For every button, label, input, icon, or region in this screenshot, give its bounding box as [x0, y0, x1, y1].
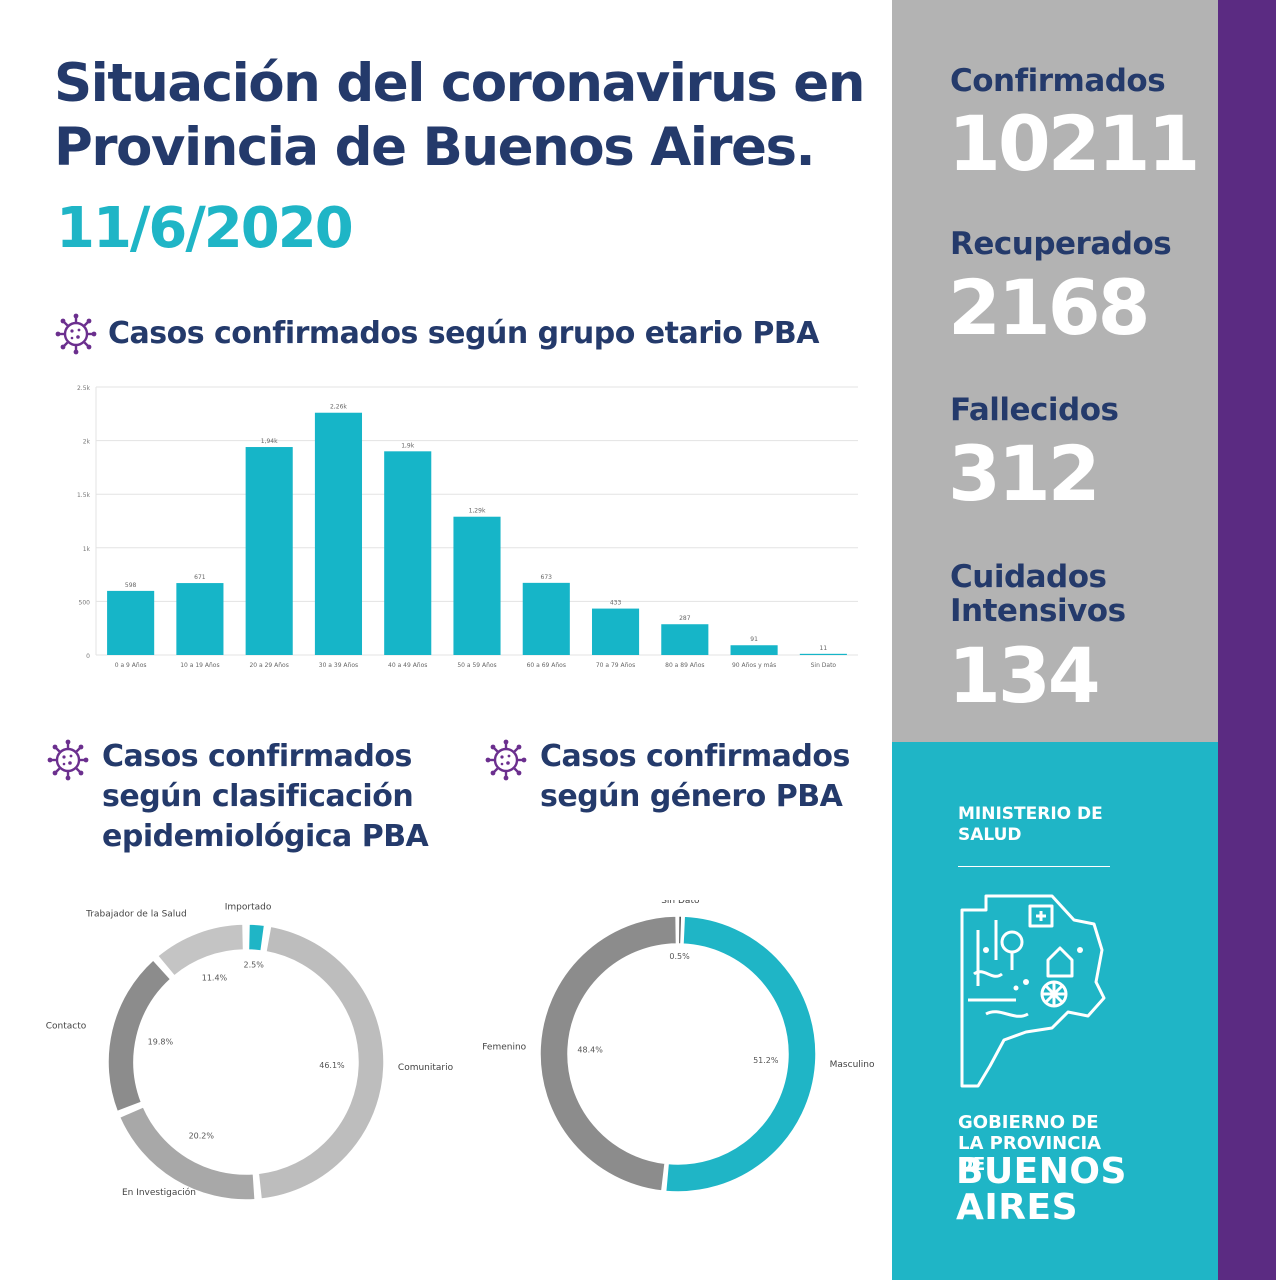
bar-value-label: 2,26k [330, 404, 347, 411]
bar-value-label: 11 [820, 645, 828, 652]
bar [591, 608, 640, 655]
slice-percent-label: 46.1% [319, 1061, 345, 1070]
y-tick-label: 500 [79, 599, 91, 606]
x-tick-label: 70 a 79 Años [596, 662, 635, 669]
ministry-label: MINISTERIO DE SALUD [958, 804, 1103, 845]
bar [453, 516, 501, 655]
donut-slice [118, 1106, 256, 1201]
x-tick-label: 80 a 89 Años [665, 662, 704, 669]
y-tick-label: 2k [83, 439, 91, 446]
province-name: BUENOS AIRES [956, 1151, 1127, 1228]
slice-category-label: Importado [225, 902, 272, 912]
age-bar-chart: 0 500 1k 1.5k 2k 2.5k 598 0 a 9 Años 671 10 a 19… [77, 385, 858, 669]
virus-icon [47, 739, 89, 781]
brand-divider [958, 866, 1110, 867]
icu-label: Cuidados Intensivos [950, 559, 1126, 629]
bar [384, 451, 432, 655]
donut-slice [257, 925, 385, 1200]
slice-percent-label: 48.4% [577, 1045, 603, 1054]
donut-slice [677, 915, 683, 945]
bar [314, 412, 363, 655]
slice-percent-label: 2.5% [244, 960, 265, 969]
age-chart-title: Casos confirmados según grupo etario PBA [108, 316, 819, 351]
gender-donut-chart: 0.5% Sin Dato 51.2% Masculino 48.4% Femenino [482, 900, 875, 1193]
government-brand-panel: MINISTERIO DE SALUD GOBIERNO DE LA PROVI… [892, 742, 1218, 1280]
x-tick-label: 50 a 59 Años [457, 662, 496, 669]
bar [176, 583, 224, 655]
bar [107, 590, 155, 655]
slice-category-label: Trabajador de la Salud [85, 910, 187, 920]
classification-donut-chart: 2.5% Importado 46.1% Comunitario 20.2% En Inv… [46, 902, 454, 1201]
confirmed-label: Confirmados [950, 63, 1166, 99]
slice-category-label: Sin Dato [661, 900, 700, 906]
bar-value-label: 598 [125, 582, 137, 589]
slice-percent-label: 51.2% [753, 1056, 779, 1065]
bar-value-label: 673 [541, 574, 553, 581]
classification-chart-title: Casos confirmados según clasificación ep… [102, 739, 429, 854]
slice-percent-label: 0.5% [669, 952, 690, 961]
slice-percent-label: 19.8% [148, 1038, 174, 1047]
y-tick-label: 2.5k [77, 385, 91, 392]
slice-percent-label: 20.2% [189, 1131, 215, 1140]
virus-icon [485, 739, 527, 781]
recovered-value: 2168 [948, 263, 1151, 352]
donut-slice [156, 923, 245, 977]
slice-percent-label: 11.4% [202, 974, 228, 983]
recovered-label: Recuperados [950, 226, 1172, 262]
virus-icon [55, 313, 97, 355]
bar-value-label: 1,94k [261, 438, 278, 445]
government-label: GOBIERNO DE LA PROVINCIA DE [958, 1112, 1102, 1175]
deaths-value: 312 [948, 429, 1101, 518]
bar [730, 645, 778, 655]
bar-value-label: 1,9k [401, 442, 415, 449]
donut-slice [539, 915, 678, 1192]
x-tick-label: 0 a 9 Años [115, 662, 147, 669]
icu-value: 134 [948, 631, 1101, 720]
slice-category-label: Masculino [830, 1060, 875, 1070]
x-tick-label: 10 a 19 Años [180, 662, 219, 669]
confirmed-value: 10211 [948, 99, 1200, 188]
stats-panel: Confirmados 10211 Recuperados 2168 Falle… [892, 0, 1218, 742]
gender-chart-title: Casos confirmados según género PBA [540, 739, 850, 814]
deaths-label: Fallecidos [950, 392, 1119, 428]
bar [661, 624, 709, 655]
bar-value-label: 287 [679, 615, 691, 622]
slice-category-label: En Investigación [122, 1187, 196, 1198]
x-tick-label: Sin Dato [811, 662, 837, 669]
bar-value-label: 433 [610, 600, 622, 607]
province-map-logo [960, 894, 1106, 1088]
bar-value-label: 671 [194, 574, 206, 581]
bar [799, 653, 847, 655]
donut-slice [664, 915, 817, 1193]
page-title: Situación del coronavirus en Provincia d… [54, 53, 866, 178]
bar-value-label: 91 [750, 636, 758, 643]
report-date: 11/6/2020 [56, 196, 354, 261]
bar-value-label: 1,29k [469, 508, 486, 515]
bar [245, 447, 293, 655]
bar [522, 582, 570, 655]
slice-category-label: Contacto [46, 1022, 87, 1032]
x-tick-label: 90 Años y más [732, 662, 776, 669]
slice-category-label: Femenino [482, 1042, 526, 1052]
x-tick-label: 30 a 39 Años [319, 662, 358, 669]
x-tick-label: 60 a 69 Años [527, 662, 566, 669]
purple-accent-strip [1218, 0, 1276, 1280]
y-tick-label: 1.5k [77, 492, 91, 499]
y-tick-label: 0 [86, 653, 90, 660]
slice-category-label: Comunitario [398, 1063, 454, 1073]
donut-slice [107, 959, 172, 1113]
x-tick-label: 40 a 49 Años [388, 662, 427, 669]
x-tick-label: 20 a 29 Años [249, 662, 288, 669]
donut-slice [247, 923, 266, 952]
y-tick-label: 1k [83, 546, 91, 553]
